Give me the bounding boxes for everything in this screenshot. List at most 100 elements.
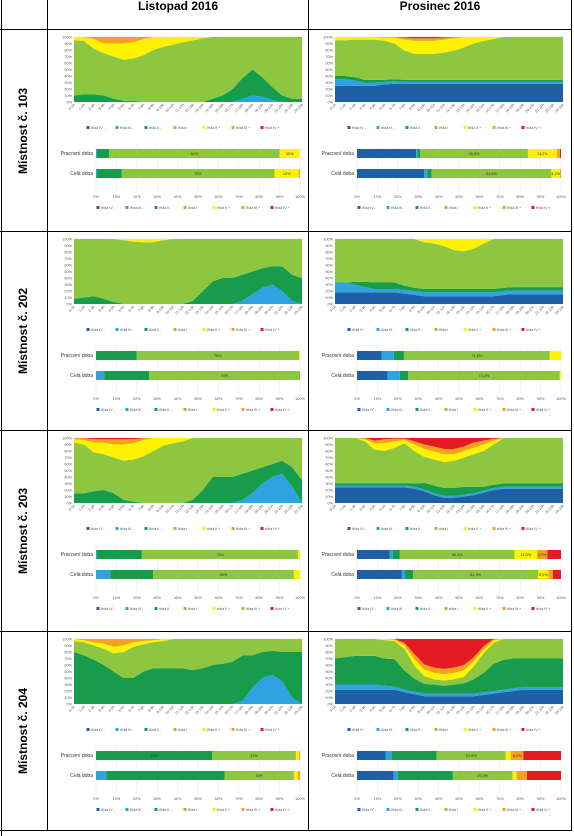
area-series-IV-: [335, 689, 563, 704]
legend-swatch: [531, 206, 535, 209]
bar-segment-II-: [404, 570, 414, 579]
bar-segment-II-: [110, 570, 154, 579]
y-tick-label: 60%: [325, 263, 333, 267]
legend-label: třída III -: [391, 206, 405, 210]
legend-label: třída IV +: [526, 328, 541, 332]
x-tick-label: 16-17h: [224, 103, 235, 114]
legend-swatch: [125, 808, 129, 811]
y-tick-label: 80%: [64, 449, 72, 453]
legend-label: třída II -: [420, 607, 433, 611]
category-label: Pracovní doba: [61, 552, 93, 558]
legend-swatch: [376, 328, 380, 331]
y-tick-label: 70%: [64, 257, 72, 261]
x-tick-label: 6-7h: [388, 305, 396, 313]
y-tick-label: 20%: [64, 689, 72, 693]
legend-label: třída I: [449, 808, 458, 812]
legend-swatch: [96, 206, 100, 209]
x-tick-label: 100%: [556, 195, 566, 199]
bar-segment-II-: [397, 771, 453, 780]
bar-segment-I: [121, 169, 275, 178]
y-tick-label: 0%: [67, 302, 73, 306]
x-tick-label: 30%: [414, 596, 422, 600]
legend-label: třída III -: [130, 408, 144, 412]
x-tick-label: 20-21h: [263, 103, 274, 114]
x-tick-label: 2-3h: [88, 705, 96, 713]
stacked-bar-chart: 0% 10% 20% 30% 40% 50% 60% 70% 80% 90% 100% Pracovn…: [322, 142, 566, 210]
x-tick-label: 30%: [153, 596, 161, 600]
x-tick-label: 1-2h: [339, 305, 347, 313]
x-tick-label: 18-19h: [505, 504, 516, 515]
x-tick-label: 20%: [394, 797, 402, 801]
bar-segment-II+: [512, 771, 517, 780]
x-tick-label: 0%: [93, 797, 99, 801]
area-chart: 0% 10% 20% 30% 40% 50% 60% 70% 80% 90% 100% 0-1h 1-2…: [323, 637, 565, 732]
x-tick-label: 13-14h: [455, 305, 466, 316]
y-tick-label: 90%: [64, 644, 72, 648]
legend-swatch: [202, 527, 206, 530]
bar-segment-III+: [537, 550, 548, 559]
legend-label: třída III +: [497, 328, 511, 332]
legend-label: třída III +: [246, 607, 260, 611]
x-tick-label: 50%: [194, 797, 202, 801]
legend-swatch: [502, 607, 506, 610]
bar-segment-II+: [505, 751, 511, 760]
area-chart: 0% 10% 20% 30% 40% 50% 60% 70% 80% 90% 100% 0-1h 1-2…: [323, 35, 565, 130]
y-tick-label: 10%: [325, 94, 333, 98]
x-tick-label: 40%: [435, 797, 443, 801]
x-tick-label: 22-23h: [544, 705, 555, 716]
legend-label: třída IV +: [265, 328, 280, 332]
x-tick-label: 4-5h: [369, 103, 377, 111]
legend-label: třída IV +: [265, 126, 280, 130]
data-label: 41%: [250, 754, 258, 758]
legend-label: třída IV -: [91, 728, 106, 732]
legend-swatch: [202, 328, 206, 331]
data-label: 81%: [191, 152, 199, 156]
x-tick-label: 12-13h: [445, 504, 456, 515]
legend-label: třída III -: [120, 328, 134, 332]
x-tick-label: 60%: [476, 797, 484, 801]
legend-swatch: [115, 126, 119, 129]
x-tick-label: 7-8h: [137, 305, 145, 313]
x-tick-label: 17-18h: [495, 103, 506, 114]
table-rule: [308, 0, 309, 831]
bar-segment-III+: [559, 169, 561, 178]
bar-segment-I: [149, 371, 300, 380]
x-tick-label: 19-20h: [254, 705, 265, 716]
legend-label: třída II +: [217, 808, 230, 812]
bar-segment-IV-: [357, 371, 388, 380]
y-tick-label: 10%: [325, 495, 333, 499]
legend-label: třída I: [449, 607, 458, 611]
legend-swatch: [473, 808, 477, 811]
x-tick-label: 13-14h: [194, 103, 205, 114]
x-tick-label: 16-17h: [224, 705, 235, 716]
row-header-204: Místnost č. 204: [3, 632, 43, 830]
legend-label: třída I: [439, 126, 448, 130]
x-tick-label: 3-4h: [359, 504, 367, 512]
y-tick-label: 0%: [67, 702, 73, 706]
x-tick-label: 13-14h: [194, 705, 205, 716]
x-tick-label: 70%: [496, 397, 504, 401]
x-tick-label: 19-20h: [254, 504, 265, 515]
legend-swatch: [260, 728, 264, 731]
x-tick-label: 2-3h: [88, 103, 96, 111]
x-tick-label: 80%: [516, 797, 524, 801]
legend-label: třída II -: [149, 126, 162, 130]
x-tick-label: 30%: [153, 195, 161, 199]
y-tick-label: 90%: [325, 443, 333, 447]
x-tick-label: 9-10h: [156, 305, 165, 314]
x-tick-label: 10-11h: [164, 705, 175, 716]
bar-segment-II+: [279, 149, 300, 158]
area-series-III-: [335, 79, 563, 86]
bar-segment-IV-: [357, 771, 394, 780]
x-tick-label: 5-6h: [379, 103, 387, 111]
legend-swatch: [521, 527, 525, 530]
y-tick-label: 50%: [325, 469, 333, 473]
x-tick-label: 12-13h: [184, 705, 195, 716]
x-tick-label: 0%: [93, 596, 99, 600]
x-tick-label: 23-24h: [554, 705, 565, 716]
x-tick-label: 40%: [174, 397, 182, 401]
legend-label: třída IV -: [352, 126, 367, 130]
y-tick-label: 100%: [323, 237, 333, 241]
x-tick-label: 0-1h: [329, 504, 337, 512]
bar-segment-I: [403, 351, 550, 360]
